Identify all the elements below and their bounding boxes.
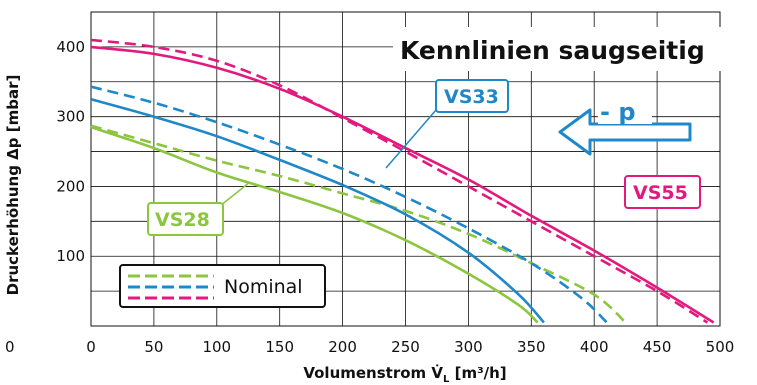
vs33-leader xyxy=(385,109,437,169)
origin-label: 0 xyxy=(5,338,15,356)
tick-labels: 0 50 100 150 200 250 300 350 400 450 500 100 200 300 4… xyxy=(56,38,734,356)
x-tick-label: 450 xyxy=(643,338,672,356)
vs28-leader xyxy=(219,181,251,207)
series-vs55-solid xyxy=(90,45,715,324)
chart-title: Kennlinien saugseitig xyxy=(400,36,705,65)
y-axis-label: Druckerhöhung Δp [mbar] xyxy=(4,75,22,296)
vs28-label-box xyxy=(147,202,224,236)
x-tick-label: 350 xyxy=(517,338,546,356)
series-vs33-solid xyxy=(90,97,545,324)
x-tick-label: 50 xyxy=(144,338,163,356)
vs55-label-box xyxy=(624,175,701,209)
x-tick-label: 250 xyxy=(391,338,420,356)
legend: Nominal xyxy=(119,264,326,308)
vs55-label: VS55 xyxy=(633,182,688,204)
pressure-arrow-icon xyxy=(558,94,692,156)
pressure-label: - p xyxy=(600,98,636,126)
y-tick-label: 300 xyxy=(56,108,85,126)
x-tick-label: 300 xyxy=(454,338,483,356)
x-tick-label: 200 xyxy=(328,338,357,356)
vs33-label-box xyxy=(435,79,509,113)
x-axis-label: Volumenstrom V̇L [m³/h] xyxy=(303,363,506,385)
series-vs28-solid xyxy=(90,125,539,324)
series-lines xyxy=(90,38,715,324)
legend-label: Nominal xyxy=(224,276,303,298)
y-tick-label: 200 xyxy=(56,177,85,195)
x-axis-label-main: Volumenstrom V̇ xyxy=(303,363,443,382)
x-tick-label: 500 xyxy=(706,338,735,356)
y-tick-label: 400 xyxy=(56,38,85,56)
x-tick-label: 100 xyxy=(202,338,231,356)
series-vs55-dashed xyxy=(90,38,709,324)
x-axis-label-unit: [m³/h] xyxy=(449,364,506,382)
x-tick-label: 400 xyxy=(580,338,609,356)
title-box xyxy=(393,27,723,71)
y-tick-label: 100 xyxy=(56,247,85,265)
x-axis-label-sub: L xyxy=(443,374,450,385)
vs33-label: VS33 xyxy=(444,86,499,108)
vs28-label: VS28 xyxy=(155,209,210,231)
x-tick-label: 150 xyxy=(265,338,294,356)
x-tick-label: 0 xyxy=(86,338,96,356)
series-vs28-dashed xyxy=(90,124,627,324)
series-vs33-dashed xyxy=(90,85,608,324)
